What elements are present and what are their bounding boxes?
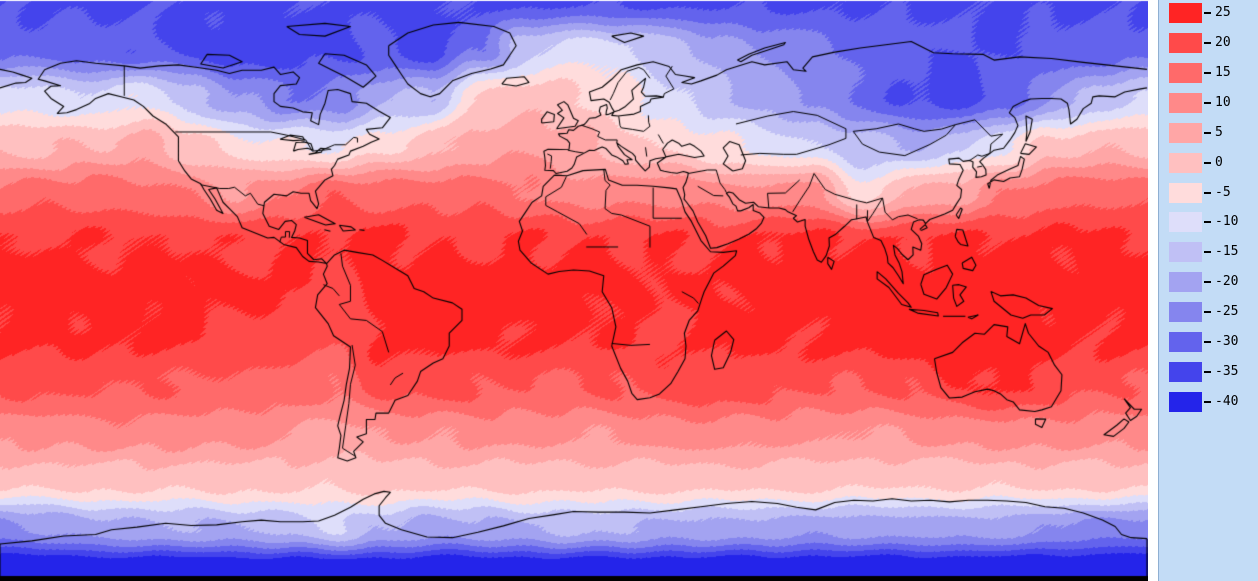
legend-entry: -40 (1159, 391, 1258, 412)
legend-tick (1204, 371, 1211, 374)
legend-entry: 15 (1159, 62, 1258, 83)
legend-swatch (1169, 362, 1202, 383)
legend-swatch (1169, 92, 1202, 113)
legend-entry: 5 (1159, 122, 1258, 143)
legend-label: -40 (1215, 393, 1239, 409)
legend-tick (1204, 101, 1211, 104)
legend-label: 15 (1215, 64, 1231, 80)
legend-tick (1204, 12, 1211, 14)
legend-tick (1204, 311, 1211, 314)
legend-entry: -5 (1159, 182, 1258, 203)
legend-label: -10 (1215, 214, 1239, 230)
legend-tick (1204, 251, 1211, 254)
legend-label: -35 (1215, 364, 1239, 380)
legend-tick (1204, 221, 1211, 224)
legend-swatch (1169, 332, 1202, 353)
legend-entry: 25 (1159, 3, 1258, 23)
legend-tick (1204, 161, 1211, 164)
legend-entry: -10 (1159, 212, 1258, 233)
colorbar-legend: 25 20 15 10 5 0 -5 -10 -15 -20 -25 -30 -35 -40 (1158, 0, 1258, 581)
legend-swatch (1169, 152, 1202, 173)
legend-swatch (1169, 302, 1202, 323)
legend-entry: -30 (1159, 332, 1258, 353)
legend-swatch (1169, 182, 1202, 203)
legend-swatch (1169, 272, 1202, 293)
legend-swatch (1169, 122, 1202, 143)
legend-swatch (1169, 3, 1202, 23)
legend-tick (1204, 41, 1211, 44)
legend-entry: 20 (1159, 32, 1258, 53)
legend-swatch (1169, 391, 1202, 412)
legend-entry: 0 (1159, 152, 1258, 173)
legend-swatch (1169, 242, 1202, 263)
legend-label: 0 (1215, 154, 1223, 170)
legend-label: -15 (1215, 244, 1239, 260)
legend-label: 10 (1215, 94, 1231, 110)
legend-label: 20 (1215, 34, 1231, 50)
legend-label: 5 (1215, 124, 1223, 140)
legend-tick (1204, 281, 1211, 284)
legend-tick (1204, 400, 1211, 403)
legend-tick (1204, 341, 1211, 344)
legend-label: -5 (1215, 184, 1231, 200)
legend-entry: -25 (1159, 302, 1258, 323)
legend-swatch (1169, 32, 1202, 53)
legend-tick (1204, 71, 1211, 74)
legend-tick (1204, 131, 1211, 134)
legend-label: -20 (1215, 274, 1239, 290)
legend-entry: -35 (1159, 362, 1258, 383)
legend-entry: -20 (1159, 272, 1258, 293)
legend-label: 25 (1215, 5, 1231, 20)
legend-label: -30 (1215, 334, 1239, 350)
legend-swatch (1169, 62, 1202, 83)
world-temperature-map-canvas (0, 0, 1148, 581)
legend-tick (1204, 191, 1211, 194)
legend-label: -25 (1215, 304, 1239, 320)
legend-swatch (1169, 212, 1202, 233)
legend-entry: 10 (1159, 92, 1258, 113)
legend-entry: -15 (1159, 242, 1258, 263)
